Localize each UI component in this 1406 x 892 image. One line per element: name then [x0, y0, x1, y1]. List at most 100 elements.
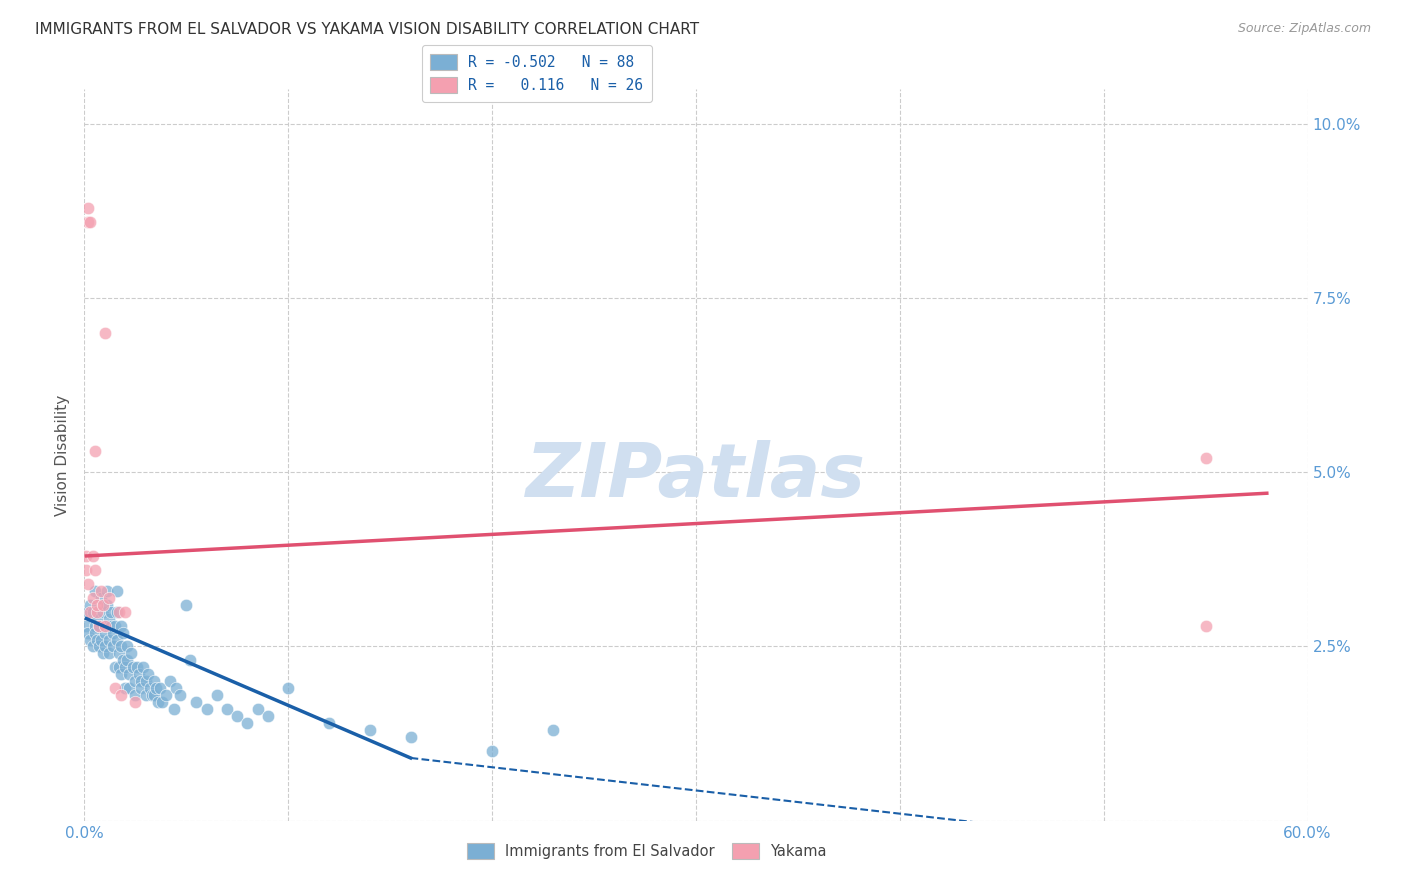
- Point: [399, 730, 422, 744]
- Point: [105, 583, 128, 598]
- Point: [135, 688, 157, 702]
- Point: [165, 681, 187, 696]
- Point: [86, 605, 108, 619]
- Point: [226, 709, 249, 723]
- Point: [104, 681, 127, 696]
- Point: [146, 695, 169, 709]
- Point: [91, 605, 114, 619]
- Text: Source: ZipAtlas.com: Source: ZipAtlas.com: [1237, 22, 1371, 36]
- Text: ZIPatlas: ZIPatlas: [526, 441, 866, 514]
- Point: [97, 612, 120, 626]
- Point: [110, 667, 132, 681]
- Point: [87, 618, 110, 632]
- Point: [86, 612, 108, 626]
- Point: [96, 598, 118, 612]
- Point: [93, 640, 115, 654]
- Point: [87, 640, 110, 654]
- Point: [135, 674, 157, 689]
- Point: [82, 591, 104, 605]
- Point: [110, 618, 132, 632]
- Point: [79, 214, 101, 228]
- Point: [128, 667, 150, 681]
- Point: [1195, 451, 1218, 466]
- Point: [136, 667, 159, 681]
- Point: [205, 688, 228, 702]
- Point: [155, 688, 177, 702]
- Point: [257, 709, 280, 723]
- Point: [90, 583, 112, 598]
- Legend: Immigrants from El Salvador, Yakama: Immigrants from El Salvador, Yakama: [461, 837, 832, 864]
- Point: [118, 667, 141, 681]
- Point: [93, 618, 115, 632]
- Point: [108, 660, 131, 674]
- Point: [246, 702, 269, 716]
- Point: [96, 583, 118, 598]
- Point: [91, 598, 114, 612]
- Point: [110, 688, 132, 702]
- Point: [115, 640, 138, 654]
- Point: [149, 681, 172, 696]
- Point: [82, 549, 104, 563]
- Point: [101, 625, 124, 640]
- Point: [77, 605, 100, 619]
- Point: [114, 681, 136, 696]
- Point: [1195, 618, 1218, 632]
- Point: [90, 632, 112, 647]
- Point: [91, 647, 114, 661]
- Point: [124, 688, 146, 702]
- Point: [112, 653, 135, 667]
- Point: [77, 625, 100, 640]
- Point: [159, 674, 181, 689]
- Point: [277, 681, 299, 696]
- Point: [179, 653, 201, 667]
- Point: [127, 660, 149, 674]
- Point: [114, 660, 136, 674]
- Point: [104, 660, 127, 674]
- Point: [75, 563, 97, 577]
- Point: [79, 598, 101, 612]
- Point: [90, 591, 112, 605]
- Point: [75, 618, 97, 632]
- Point: [124, 695, 146, 709]
- Point: [97, 591, 120, 605]
- Point: [77, 576, 100, 591]
- Point: [101, 640, 124, 654]
- Point: [83, 583, 105, 598]
- Point: [145, 681, 167, 696]
- Point: [82, 605, 104, 619]
- Point: [79, 605, 101, 619]
- Point: [236, 716, 259, 731]
- Point: [77, 214, 100, 228]
- Point: [543, 723, 565, 737]
- Point: [82, 640, 104, 654]
- Point: [217, 702, 239, 716]
- Point: [481, 744, 503, 758]
- Point: [118, 681, 141, 696]
- Point: [120, 647, 142, 661]
- Point: [100, 605, 122, 619]
- Point: [132, 660, 155, 674]
- Point: [318, 716, 340, 731]
- Point: [138, 681, 160, 696]
- Point: [115, 653, 138, 667]
- Point: [174, 598, 197, 612]
- Text: IMMIGRANTS FROM EL SALVADOR VS YAKAMA VISION DISABILITY CORRELATION CHART: IMMIGRANTS FROM EL SALVADOR VS YAKAMA VI…: [35, 22, 699, 37]
- Point: [83, 444, 105, 458]
- Point: [75, 549, 97, 563]
- Point: [131, 681, 153, 696]
- Point: [86, 598, 108, 612]
- Point: [124, 674, 146, 689]
- Point: [141, 688, 163, 702]
- Y-axis label: Vision Disability: Vision Disability: [55, 394, 70, 516]
- Point: [131, 674, 153, 689]
- Point: [87, 618, 110, 632]
- Point: [105, 605, 128, 619]
- Point: [93, 625, 115, 640]
- Point: [150, 695, 173, 709]
- Point: [195, 702, 218, 716]
- Point: [169, 688, 191, 702]
- Point: [79, 632, 101, 647]
- Point: [104, 618, 127, 632]
- Point: [108, 647, 131, 661]
- Point: [93, 326, 115, 340]
